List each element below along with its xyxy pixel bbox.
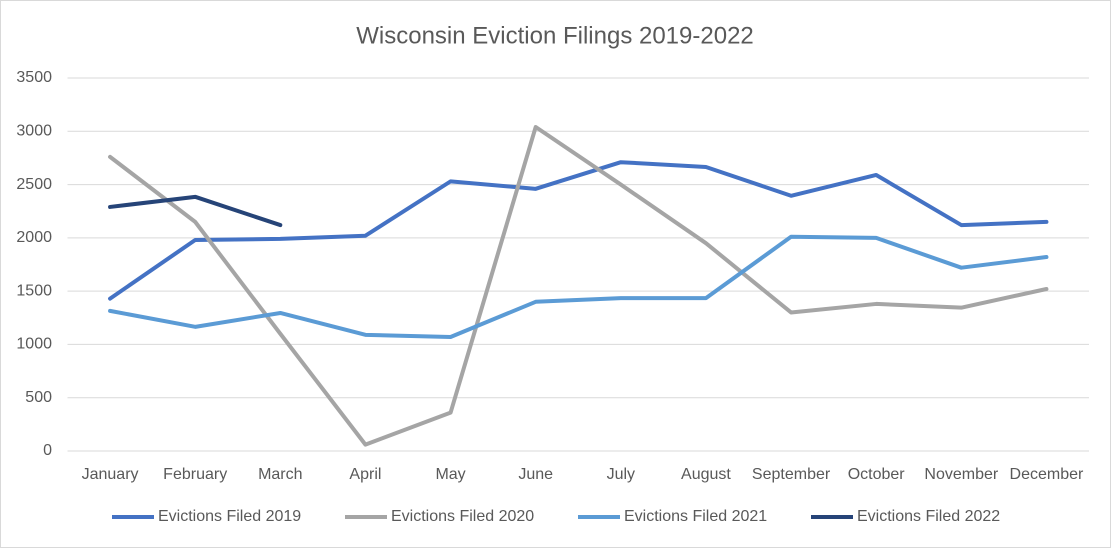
x-tick-label: May xyxy=(435,466,465,483)
x-tick-label: February xyxy=(163,466,227,483)
series-line xyxy=(108,234,1049,339)
x-tick-label: December xyxy=(1010,466,1084,483)
x-tick-label: August xyxy=(681,466,731,483)
y-tick-label: 3000 xyxy=(16,123,52,140)
x-tick-label: June xyxy=(518,466,553,483)
x-tick-label: October xyxy=(848,466,906,483)
legend-label: Evictions Filed 2019 xyxy=(158,508,301,525)
series-line xyxy=(108,194,283,228)
y-tick-label: 0 xyxy=(43,442,52,459)
legend-label: Evictions Filed 2021 xyxy=(624,508,767,525)
chart-title: Wisconsin Eviction Filings 2019-2022 xyxy=(356,22,754,49)
x-tick-label: July xyxy=(607,466,635,483)
legend-label: Evictions Filed 2022 xyxy=(857,508,1000,525)
series-line xyxy=(108,160,1049,301)
y-tick-label: 1500 xyxy=(16,282,52,299)
x-tick-label: January xyxy=(82,466,139,483)
x-tick-label: March xyxy=(258,466,302,483)
y-tick-label: 3500 xyxy=(16,69,52,86)
y-tick-label: 1000 xyxy=(16,336,52,353)
x-tick-label: November xyxy=(924,466,998,483)
y-tick-label: 2500 xyxy=(16,176,52,193)
y-tick-label: 500 xyxy=(25,389,52,406)
legend-label: Evictions Filed 2020 xyxy=(391,508,534,525)
y-tick-label: 2000 xyxy=(16,229,52,246)
x-tick-label: April xyxy=(349,466,381,483)
x-tick-label: September xyxy=(752,466,831,483)
